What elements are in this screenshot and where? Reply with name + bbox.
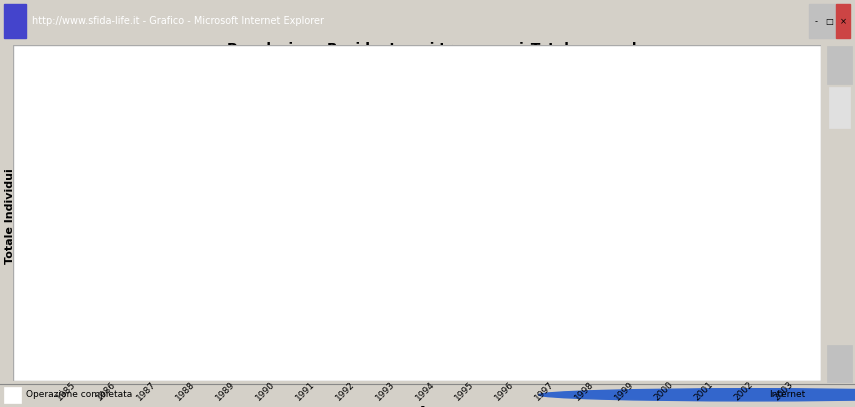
Bar [381,160,392,370]
Bar [73,270,82,370]
Bar [600,264,610,370]
Bar [540,136,551,370]
Bar [828,87,851,128]
Bar [501,146,510,370]
Bar [362,276,371,370]
Bar [441,270,451,370]
Bar [521,270,531,370]
Bar [4,387,21,403]
Bar [660,121,670,370]
Bar [710,237,720,370]
Bar [720,260,730,370]
Bar [461,155,471,370]
Bar [680,262,690,370]
Bar [836,4,850,39]
Bar [192,270,202,370]
Bar [262,169,272,370]
Bar [232,264,242,370]
Bar [112,272,122,370]
Bar [760,258,770,370]
Bar [281,278,292,370]
Bar [182,179,192,370]
Bar [790,220,799,370]
Bar [341,167,351,370]
Text: Internet: Internet [770,390,805,399]
Bar [82,276,92,370]
Bar [581,131,591,370]
Legend: Sirmione, Padenghe, Pozzolengo: Sirmione, Padenghe, Pozzolengo [718,72,811,126]
Bar [431,252,441,370]
Bar [321,278,332,370]
Bar [670,237,680,370]
Text: http://www.sfida-life.it - Grafico - Microsoft Internet Explorer: http://www.sfida-life.it - Grafico - Mic… [32,16,325,26]
Bar [780,100,790,370]
Bar [202,274,212,370]
Bar [401,272,411,370]
Bar [103,185,112,370]
Text: ×: × [840,17,846,26]
Bar [311,262,321,370]
Text: □: □ [825,17,834,26]
Bar [351,260,362,370]
Bar [302,169,311,370]
Bar [640,264,650,370]
Bar [621,125,630,370]
Bar [561,268,570,370]
Text: Operazione completata: Operazione completata [26,390,132,399]
Bar [152,270,162,370]
Bar [392,256,401,370]
Bar [551,247,561,370]
Bar [823,4,836,39]
Bar [471,252,481,370]
Bar [700,117,710,370]
Bar [222,173,232,370]
Bar [799,254,810,370]
Bar [750,254,760,370]
Bar [809,4,823,39]
Bar [142,179,152,370]
Bar [62,189,73,370]
Bar [591,243,600,370]
Text: -: - [814,17,817,26]
Title: Popolazione Residente nei tre comuni_Totale annuale: Popolazione Residente nei tre comuni_Tot… [227,42,646,56]
Bar [122,278,133,370]
Bar [630,237,640,370]
Bar [242,276,251,370]
Circle shape [539,389,855,401]
Bar [740,107,750,370]
Bar [4,4,26,39]
Bar [828,345,852,383]
Bar [828,46,852,83]
Y-axis label: Totale Individui: Totale Individui [5,168,15,264]
Bar [162,280,172,370]
Bar [422,156,431,370]
X-axis label: Anno: Anno [418,405,454,407]
Bar [481,272,491,370]
Bar [510,251,521,370]
Bar [272,262,281,370]
